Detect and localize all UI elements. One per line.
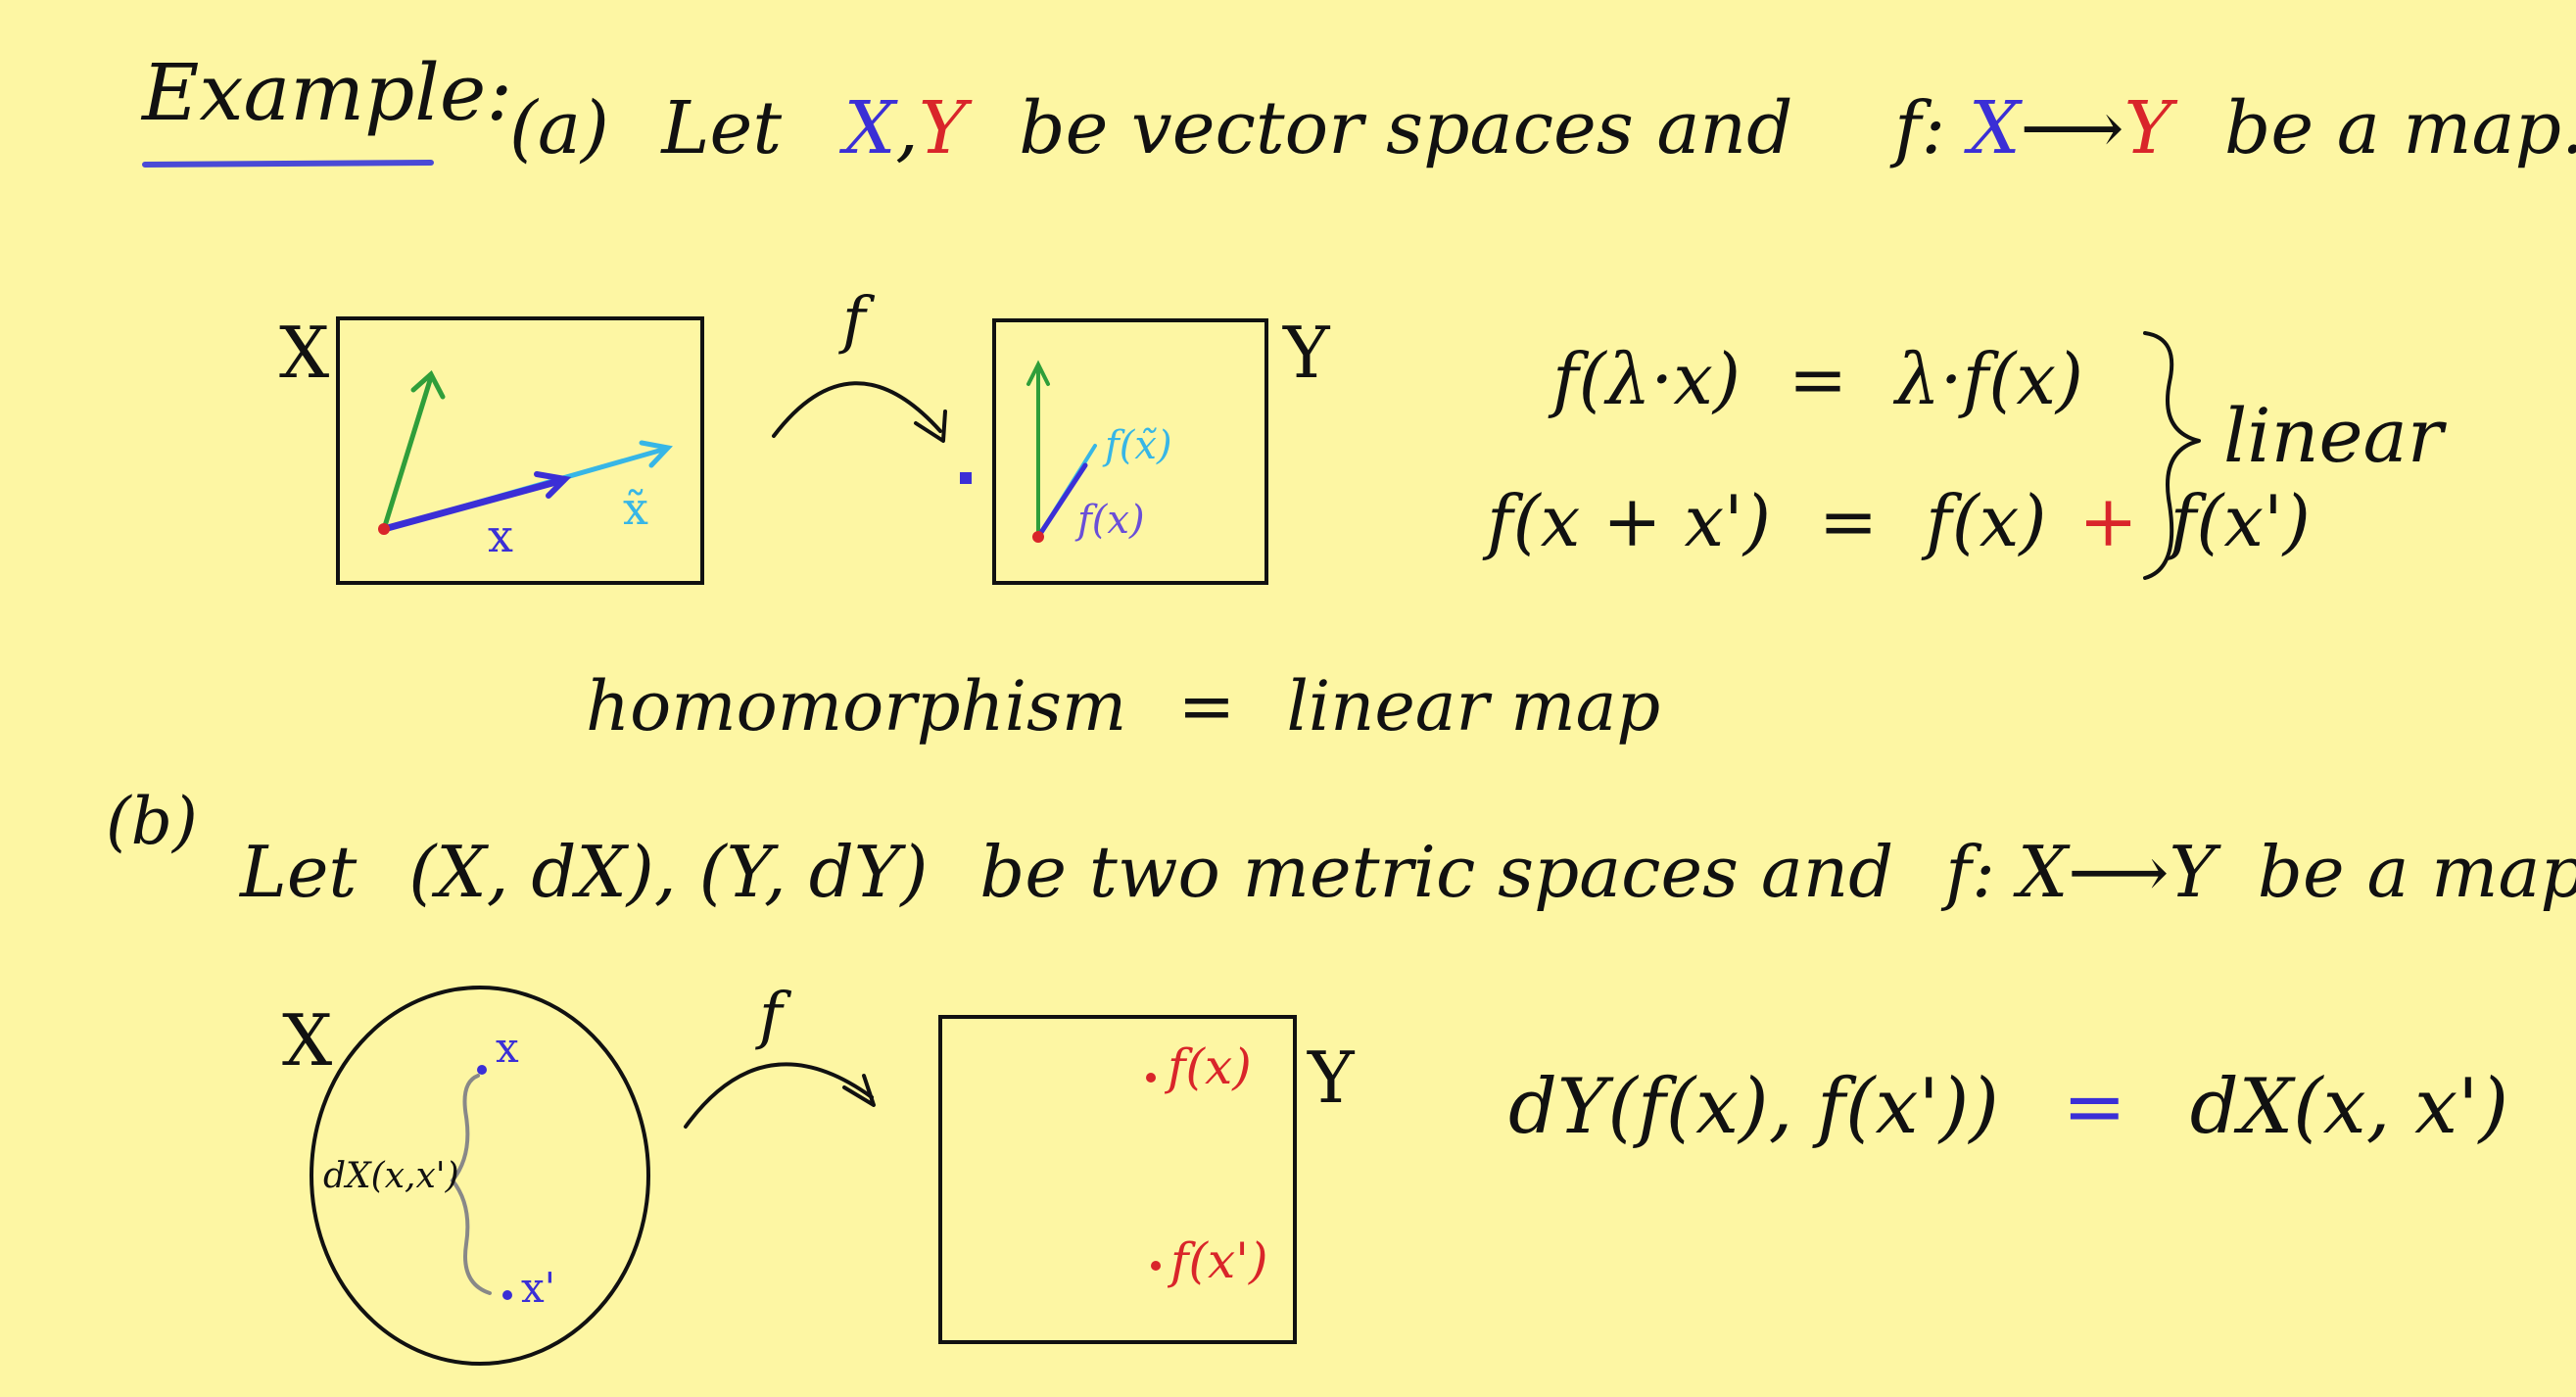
linearity-eq-1: f(λ·x) = λ·f(x) — [1552, 338, 2084, 420]
metric-space-X-circle — [310, 986, 650, 1366]
map-f-label-a: f — [842, 284, 866, 357]
part-b-header: Let (X, dX), (Y, dY) be two metric space… — [240, 831, 2576, 913]
part-b-marker: (b) — [106, 784, 198, 859]
green-vector — [381, 374, 434, 532]
distance-label: dX(x,x') — [323, 1156, 459, 1196]
point-fx — [1146, 1073, 1156, 1083]
fx-prime-label: f(x') — [1170, 1232, 1268, 1289]
vector-space-X-box — [336, 316, 704, 585]
space-Y-label-b: Y — [1308, 1036, 1355, 1119]
x-vector — [380, 476, 567, 533]
x-point-label: x — [496, 1024, 519, 1072]
distance-brace — [450, 1074, 492, 1295]
point-x-prime — [502, 1290, 512, 1300]
space-X-label-a: X — [279, 312, 330, 394]
point-fx-prime — [1151, 1261, 1161, 1271]
x-label: x — [488, 509, 513, 562]
linear-label: linear — [2223, 392, 2444, 479]
x-tilde-label: x̃ — [623, 482, 648, 535]
f-x-tilde-label: f(x̃) — [1105, 423, 1172, 468]
vector-space-Y-box — [992, 318, 1268, 585]
space-X-label-b: X — [282, 999, 333, 1082]
map-f-arrow-b — [684, 1062, 874, 1129]
isometry-equation: dY(f(x), f(x')) = dX(x, x') — [1508, 1063, 2509, 1151]
x-prime-point-label: x' — [521, 1264, 556, 1312]
example-title: Example: — [142, 47, 513, 138]
fx-label: f(x) — [1168, 1038, 1252, 1095]
part-a-header: (a) Let X,Y be vector spaces and f: X⟶Y … — [509, 86, 2576, 170]
map-f-arrow-a — [772, 381, 942, 438]
part-a-marker: (a) — [509, 86, 609, 170]
f-x-label: f(x) — [1077, 498, 1145, 543]
stray-dot — [960, 472, 972, 484]
map-f-label-b: f — [759, 980, 783, 1052]
linearity-brace — [2143, 331, 2201, 580]
origin-point-X — [378, 523, 390, 535]
homomorphism-line: homomorphism = linear map — [586, 666, 1661, 747]
linearity-eq-2: f(x + x') = f(x) + f(x') — [1487, 480, 2311, 562]
point-x — [477, 1065, 487, 1075]
space-Y-label-a: Y — [1283, 312, 1330, 394]
metric-space-Y-box — [938, 1015, 1297, 1344]
